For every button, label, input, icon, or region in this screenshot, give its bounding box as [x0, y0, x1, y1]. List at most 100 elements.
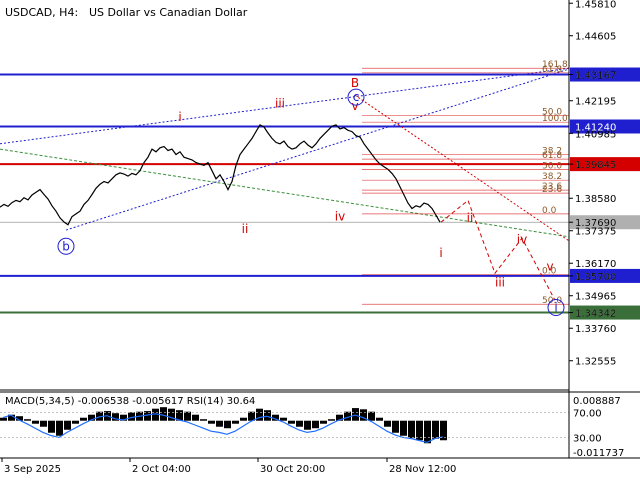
x-tick-label: 28 Nov 12:00: [389, 464, 456, 475]
wave-projection: [440, 199, 556, 301]
wave-label-red: B: [351, 76, 359, 90]
macd-bar: [16, 416, 23, 421]
y-tick-label: 1.34965: [575, 292, 616, 303]
macd-bar: [56, 420, 63, 436]
y-tick-label: 1.34342: [575, 309, 616, 320]
macd-bar: [240, 417, 247, 421]
wave-label-red: ii: [467, 211, 474, 225]
x-tick-label: 3 Sep 2025: [4, 464, 61, 475]
y-tick-label: 1.44605: [575, 32, 616, 43]
fib-label: 61.8: [542, 151, 562, 161]
macd-bar: [384, 420, 391, 427]
fib-label: 0.0: [542, 267, 557, 277]
price-line: [0, 124, 441, 226]
macd-bar: [432, 420, 439, 439]
macd-y-tick-label: -0.011737: [573, 448, 624, 459]
macd-bar: [8, 414, 15, 421]
macd-bar: [440, 420, 447, 441]
macd-bar: [368, 411, 375, 421]
fib-label: 161.8: [542, 60, 568, 70]
macd-bar: [96, 411, 103, 421]
symbol-title: USDCAD, H4:: [5, 6, 78, 19]
wave-circle-blue: [347, 88, 365, 106]
wave-label-red: i: [178, 110, 181, 124]
macd-bar: [280, 417, 287, 421]
fib-label: 38.2: [542, 172, 562, 182]
wave-label-red: v: [546, 260, 553, 274]
level-price-label: 1.41240: [575, 122, 616, 133]
wave-label-blue: b: [62, 239, 70, 253]
macd-bar: [344, 411, 351, 421]
macd-bar: [224, 420, 231, 429]
wave-label-red: iv: [517, 233, 527, 247]
fib-label: 61.8: [542, 65, 562, 75]
macd-y-tick-label: 30.00: [573, 433, 602, 444]
level-price-tag: [570, 157, 640, 172]
price-series: [0, 124, 441, 226]
macd-bar: [88, 414, 95, 421]
fib-label: 100.0: [542, 114, 568, 124]
level-price-label: 1.39845: [575, 160, 616, 171]
fib-labels: 161.861.850.0100.038.261.850.038.223.623…: [362, 60, 569, 306]
macd-bar: [48, 420, 55, 433]
y-tick-label: 1.38580: [575, 194, 616, 205]
macd-bar: [416, 420, 423, 441]
trend-lines: [0, 67, 570, 242]
horizontal-levels: 1.43167 1.41240 1.39845 1.35700 1.34342 1.376…: [0, 67, 640, 320]
macd-bar: [24, 419, 31, 421]
macd-bar: [40, 420, 47, 427]
macd-bar: [200, 419, 207, 421]
macd-bar: [336, 414, 343, 421]
wave-label-red: v: [351, 99, 358, 113]
y-tick-label: 1.39845: [575, 160, 616, 171]
macd-bar: [296, 420, 303, 427]
fib-label: 50.0: [542, 107, 562, 117]
macd-bar: [256, 408, 263, 421]
y-tick-label: 1.35700: [575, 272, 616, 283]
macd-bar: [376, 417, 383, 421]
macd-bar: [168, 408, 175, 421]
axes: [0, 0, 640, 462]
macd-bar: [112, 413, 119, 421]
fib-label: 50.0: [542, 296, 562, 306]
macd-bar: [208, 420, 215, 424]
macd-bar: [320, 420, 327, 424]
macd-bar: [144, 411, 151, 421]
macd-bar: [72, 420, 79, 424]
current-price-label: 1.37690: [575, 218, 616, 229]
y-tick-label: 1.36170: [575, 259, 616, 270]
macd-bar: [120, 414, 127, 421]
trend-line-green: [0, 148, 570, 238]
macd-y-tick-label: 70.00: [573, 409, 602, 420]
fib-label: 0.0: [542, 206, 557, 216]
wave-label-red: iii: [275, 96, 285, 110]
level-price-tag: [570, 119, 640, 134]
level-price-label: 1.35700: [575, 272, 616, 283]
level-price-label: 1.34342: [575, 309, 616, 320]
x-tick-label: 2 Oct 04:00: [132, 464, 191, 475]
macd-bar: [312, 420, 319, 429]
macd-bar: [152, 408, 159, 421]
symbol-description: US Dollar vs Canadian Dollar: [89, 6, 248, 19]
x-tick-label: 30 Oct 20:00: [260, 464, 325, 475]
macd-bar: [248, 411, 255, 421]
macd-bar: [304, 420, 311, 430]
macd-bar: [272, 414, 279, 421]
axis-labels: 1.45810 1.44605 1.43167 1.42195 1.40985 1.398…: [4, 0, 624, 475]
y-tick-label: 1.43167: [575, 71, 616, 82]
macd-bar: [0, 417, 7, 421]
wave-label-red: i: [439, 246, 442, 260]
macd-bar: [288, 420, 295, 424]
macd-bar: [392, 420, 399, 433]
level-price-label: 1.43167: [575, 71, 616, 82]
level-price-tag: [570, 305, 640, 320]
macd-bar: [216, 420, 223, 427]
y-tick-label: 1.42195: [575, 97, 616, 108]
y-tick-label: 1.37375: [575, 227, 616, 238]
macd-y-tick-label: 0.008887: [573, 396, 621, 407]
fib-label: 23.6: [542, 182, 562, 192]
macd-bar: [128, 412, 135, 421]
